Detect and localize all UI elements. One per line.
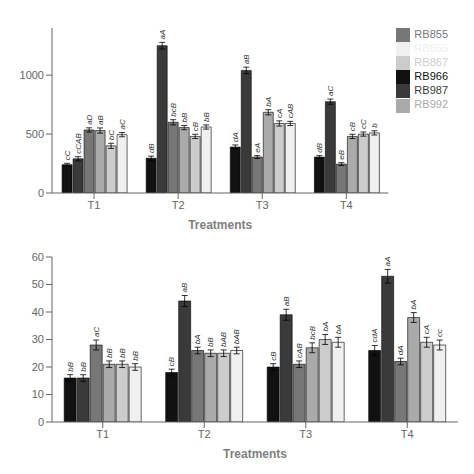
svg-text:aA: aA xyxy=(158,30,167,40)
svg-text:T4: T4 xyxy=(401,428,414,440)
svg-text:T1: T1 xyxy=(96,428,109,440)
svg-text:10: 10 xyxy=(32,388,44,400)
svg-text:bA: bA xyxy=(264,97,273,107)
svg-text:aC: aC xyxy=(118,119,127,129)
svg-text:dB: dB xyxy=(315,142,324,152)
svg-text:bA: bA xyxy=(334,325,343,335)
svg-text:dA: dA xyxy=(231,132,240,142)
svg-text:1000: 1000 xyxy=(20,69,44,81)
svg-text:bB: bB xyxy=(66,361,75,371)
svg-text:aB: aB xyxy=(282,296,291,306)
svg-text:bB: bB xyxy=(105,348,114,358)
svg-text:bA: bA xyxy=(409,300,418,310)
svg-text:bcB: bcB xyxy=(169,102,178,116)
html-text:RB867: RB867 xyxy=(414,56,448,69)
svg-text:cAB: cAB xyxy=(286,103,295,118)
svg-text:bB: bB xyxy=(131,350,140,360)
svg-text:bAB: bAB xyxy=(232,328,241,344)
svg-text:aD: aD xyxy=(85,114,94,124)
svg-text:bA: bA xyxy=(193,334,202,344)
svg-text:bB: bB xyxy=(206,337,215,347)
svg-text:cAB: cAB xyxy=(295,343,304,358)
svg-text:0: 0 xyxy=(38,187,44,199)
svg-text:b: b xyxy=(370,123,379,128)
html-text:RB992: RB992 xyxy=(414,98,448,111)
svg-text:bB: bB xyxy=(79,361,88,371)
svg-text:cC: cC xyxy=(63,150,72,160)
svg-text:bAB: bAB xyxy=(219,331,228,347)
svg-text:dA: dA xyxy=(396,345,405,355)
svg-text:eA: eA xyxy=(253,143,262,153)
svg-text:cC: cC xyxy=(359,119,368,129)
svg-text:bC: bC xyxy=(107,130,116,140)
html-text:RB855: RB855 xyxy=(414,28,448,40)
svg-text:cB: cB xyxy=(348,121,357,131)
svg-text:T3: T3 xyxy=(299,428,312,440)
svg-text:0: 0 xyxy=(38,416,44,428)
html-text:RB966: RB966 xyxy=(414,70,448,83)
svg-text:Treatments: Treatments xyxy=(223,447,287,461)
svg-text:aB: aB xyxy=(96,114,105,124)
svg-text:T4: T4 xyxy=(340,199,353,211)
svg-text:aA: aA xyxy=(383,257,392,267)
svg-text:20: 20 xyxy=(32,361,44,373)
svg-text:Treatments: Treatments xyxy=(188,218,252,232)
svg-text:T2: T2 xyxy=(172,199,185,211)
svg-text:bB: bB xyxy=(202,111,211,121)
svg-text:cB: cB xyxy=(167,356,176,366)
svg-text:T2: T2 xyxy=(198,428,211,440)
svg-text:eB: eB xyxy=(337,149,346,159)
svg-text:T1: T1 xyxy=(88,199,101,211)
svg-text:cA: cA xyxy=(275,109,284,118)
html-text:RB987: RB987 xyxy=(414,84,448,97)
svg-text:aB: aB xyxy=(242,54,251,64)
svg-text:cdA: cdA xyxy=(370,329,379,343)
svg-text:aC: aC xyxy=(326,86,335,96)
svg-text:50: 50 xyxy=(32,278,44,290)
svg-text:dB: dB xyxy=(147,143,156,153)
svg-text:bB: bB xyxy=(118,348,127,358)
html-text:RB855: RB855 xyxy=(414,42,448,55)
svg-text:T3: T3 xyxy=(256,199,269,211)
svg-text:bcB: bcB xyxy=(308,325,317,339)
svg-text:500: 500 xyxy=(26,128,44,140)
svg-text:cB: cB xyxy=(269,351,278,361)
svg-text:30: 30 xyxy=(32,333,44,345)
svg-text:60: 60 xyxy=(32,251,44,263)
svg-text:cA: cA xyxy=(422,325,431,334)
svg-text:cB: cB xyxy=(191,121,200,131)
svg-text:bB: bB xyxy=(180,112,189,122)
svg-text:aB: aB xyxy=(180,282,189,292)
svg-text:bA: bA xyxy=(321,322,330,332)
svg-text:cCAB: cCAB xyxy=(74,133,83,154)
svg-text:40: 40 xyxy=(32,306,44,318)
svg-text:cc: cc xyxy=(435,329,444,337)
svg-text:aC: aC xyxy=(92,327,101,337)
